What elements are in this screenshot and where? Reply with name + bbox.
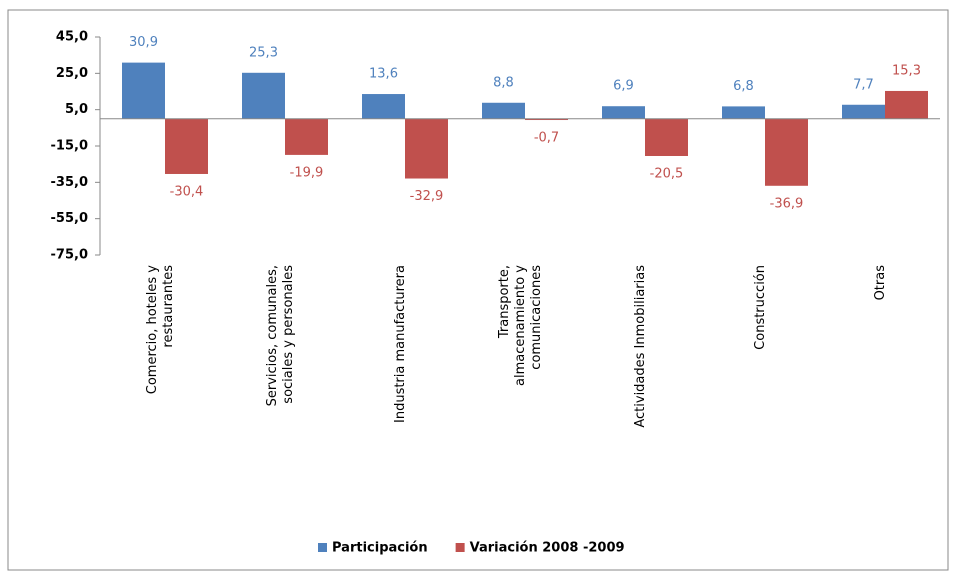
x-tick-label: Otras [873,265,888,301]
y-tick-label: 5,0 [65,102,88,117]
data-label: 8,8 [493,75,514,90]
bar [362,94,405,119]
data-label: 15,3 [892,63,921,78]
data-label: 30,9 [129,35,158,50]
bar [645,118,688,156]
bar [722,106,765,119]
y-tick-label: -35,0 [51,175,88,190]
y-tick-label: -75,0 [51,248,88,263]
bar [405,118,448,179]
data-label: -19,9 [290,165,324,180]
data-label: -20,5 [650,166,684,181]
data-label: 6,8 [733,79,754,94]
bar [842,104,885,119]
legend-label: Participación [332,541,428,556]
y-tick-label: -15,0 [51,139,88,154]
data-label: 6,9 [613,79,634,94]
x-tick-label: Construcción [753,265,768,350]
y-tick-label: 45,0 [56,30,88,45]
data-label: 7,7 [853,77,874,92]
bar [242,72,285,119]
bar [285,118,328,155]
bar [122,62,165,119]
bar [482,102,525,119]
bar [602,106,645,119]
bar [525,118,568,121]
y-tick-label: -55,0 [51,211,88,226]
legend-swatch [455,543,465,552]
legend-swatch [318,543,327,552]
x-tick-label: Servicios, comunales,sociales y personal… [265,265,296,407]
data-label: -32,9 [410,189,444,204]
bar [165,118,208,174]
x-tick-label: Actividades Inmobiliarias [633,265,648,428]
legend-label: Variación 2008 -2009 [470,541,625,556]
bar [765,118,808,186]
data-label: -30,4 [170,184,204,199]
data-label: -36,9 [770,196,804,211]
data-label: 13,6 [369,67,398,82]
x-tick-label: Industria manufacturera [393,265,408,423]
y-tick-label: 25,0 [56,66,88,81]
data-label: 25,3 [249,45,278,60]
bar [885,90,928,119]
x-tick-label: Transporte,almacenamiento ycomunicacione… [497,265,544,386]
x-tick-label: Comercio, hoteles yrestaurantes [145,265,176,395]
data-label: -0,7 [534,131,559,146]
